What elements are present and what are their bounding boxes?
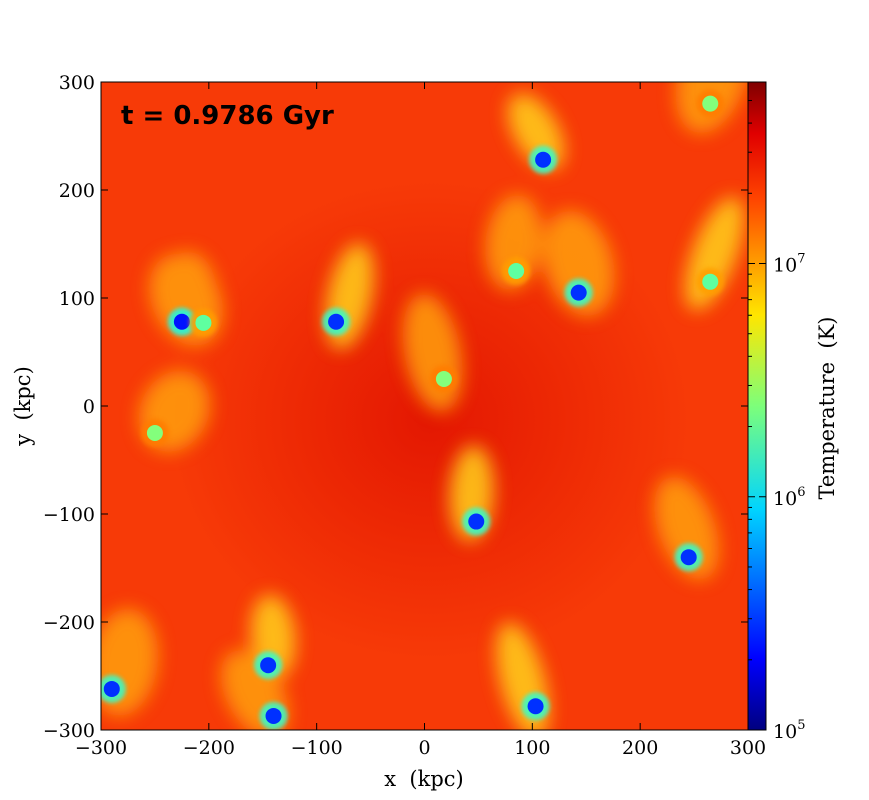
y-tick-label: −300 [43, 720, 95, 742]
warm-wisp [654, 476, 719, 580]
y-axis-label: y (kpc) [11, 366, 35, 447]
cold-clump [195, 314, 212, 331]
cold-clump [468, 513, 485, 530]
colorbar: 105 106 107 Temperature (K) [747, 81, 839, 743]
colorbar-gradient [747, 81, 767, 731]
x-tick-label: 200 [622, 737, 658, 759]
colorbar-tick-label: 106 [773, 485, 805, 510]
y-tick-label: 0 [83, 396, 95, 418]
cold-clump [508, 263, 525, 279]
heatmap-plot-area [101, 82, 748, 730]
time-annotation: t = 0.9786 Gyr [121, 101, 334, 131]
x-tick-label: 100 [514, 737, 550, 759]
x-axis: −300 −200 −100 0 100 200 300 [75, 82, 766, 759]
colorbar-ticks: 105 106 107 [748, 81, 805, 743]
hot-core-region [170, 180, 690, 660]
x-tick-label: −200 [183, 737, 235, 759]
y-tick-label: 300 [59, 72, 95, 94]
y-tick-label: 200 [59, 180, 95, 202]
x-tick-label: 0 [418, 737, 430, 759]
colorbar-tick-label: 107 [773, 252, 805, 277]
y-tick-label: 100 [59, 288, 95, 310]
x-tick-label: −100 [291, 737, 343, 759]
warm-wisp [675, 82, 748, 134]
warm-wisp [542, 210, 615, 317]
cold-clump [260, 657, 277, 674]
cold-clump [265, 707, 282, 724]
cold-clump [527, 698, 544, 715]
cold-clump [103, 680, 120, 697]
y-tick-label: −200 [43, 612, 95, 634]
y-tick-label: −100 [43, 504, 95, 526]
x-axis-label: x (kpc) [384, 767, 464, 791]
cold-clump [435, 371, 452, 387]
cold-clump [535, 151, 552, 168]
y-axis: −300 −200 −100 0 100 200 300 [43, 72, 748, 742]
cold-clump [680, 549, 697, 566]
x-tick-label: −300 [75, 737, 127, 759]
cold-clump [146, 425, 163, 441]
cold-clump [328, 313, 345, 330]
cold-clump [173, 313, 190, 330]
colorbar-label: Temperature (K) [815, 316, 839, 499]
cold-clump [570, 284, 587, 301]
cold-clumps [101, 89, 725, 730]
colorbar-tick-label: 105 [773, 718, 805, 743]
x-tick-label: 300 [730, 737, 766, 759]
cold-clump [702, 95, 719, 112]
cold-clump [702, 273, 719, 290]
